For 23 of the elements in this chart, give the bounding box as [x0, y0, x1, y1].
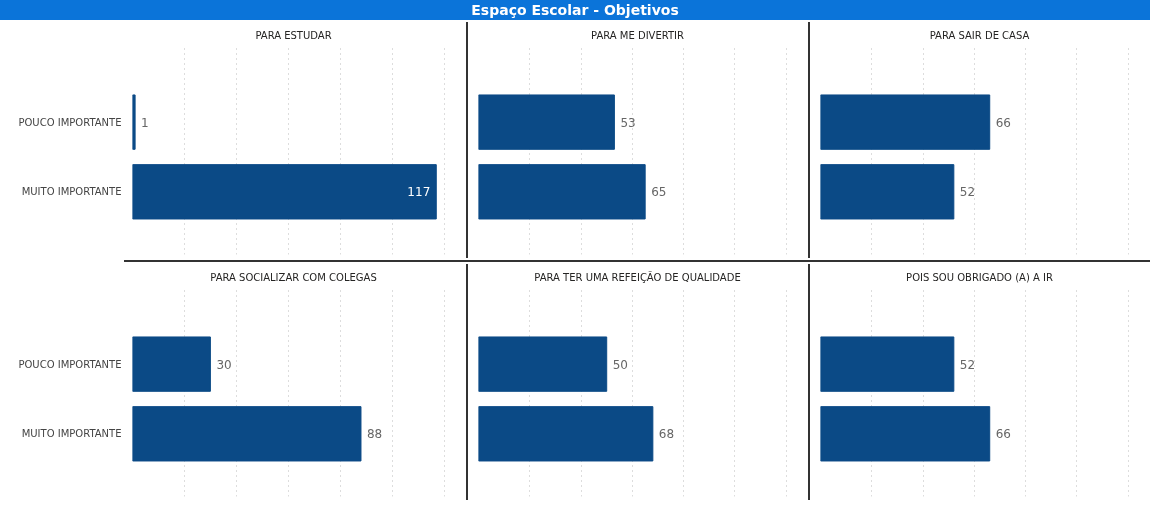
chart-title: PARA SOCIALIZAR COM COLEGAS: [210, 271, 377, 283]
y-tick-label: POUCO IMPORTANTE: [18, 358, 122, 370]
y-tick-label: MUITO IMPORTANTE: [21, 186, 122, 198]
data-label: 88: [366, 427, 383, 442]
y-tick-label: POUCO IMPORTANTE: [18, 116, 122, 128]
data-label: 30: [216, 357, 232, 372]
data-label: 52: [959, 357, 976, 372]
data-label: 53: [620, 115, 636, 130]
chart-title: PARA TER UMA REFEIÇÃO DE QUALIDADE: [534, 270, 741, 283]
data-label: 117: [407, 185, 431, 200]
y-tick-label: MUITO IMPORTANTE: [21, 428, 122, 440]
chart-title: PARA ESTUDAR: [255, 29, 332, 41]
chart-title: POIS SOU OBRIGADO (A) A IR: [906, 271, 1053, 283]
data-label: 1: [141, 115, 149, 130]
chart-title: PARA SAIR DE CASA: [929, 29, 1030, 41]
data-label: 52: [959, 185, 976, 200]
data-label: 66: [995, 115, 1012, 130]
data-label: 68: [658, 427, 675, 442]
data-label: 50: [612, 357, 628, 372]
data-label: 65: [651, 185, 667, 200]
text: Espaço Escolar - Objetivos: [471, 1, 679, 20]
data-label: 66: [995, 427, 1012, 442]
chart-title: PARA ME DIVERTIR: [591, 29, 685, 41]
